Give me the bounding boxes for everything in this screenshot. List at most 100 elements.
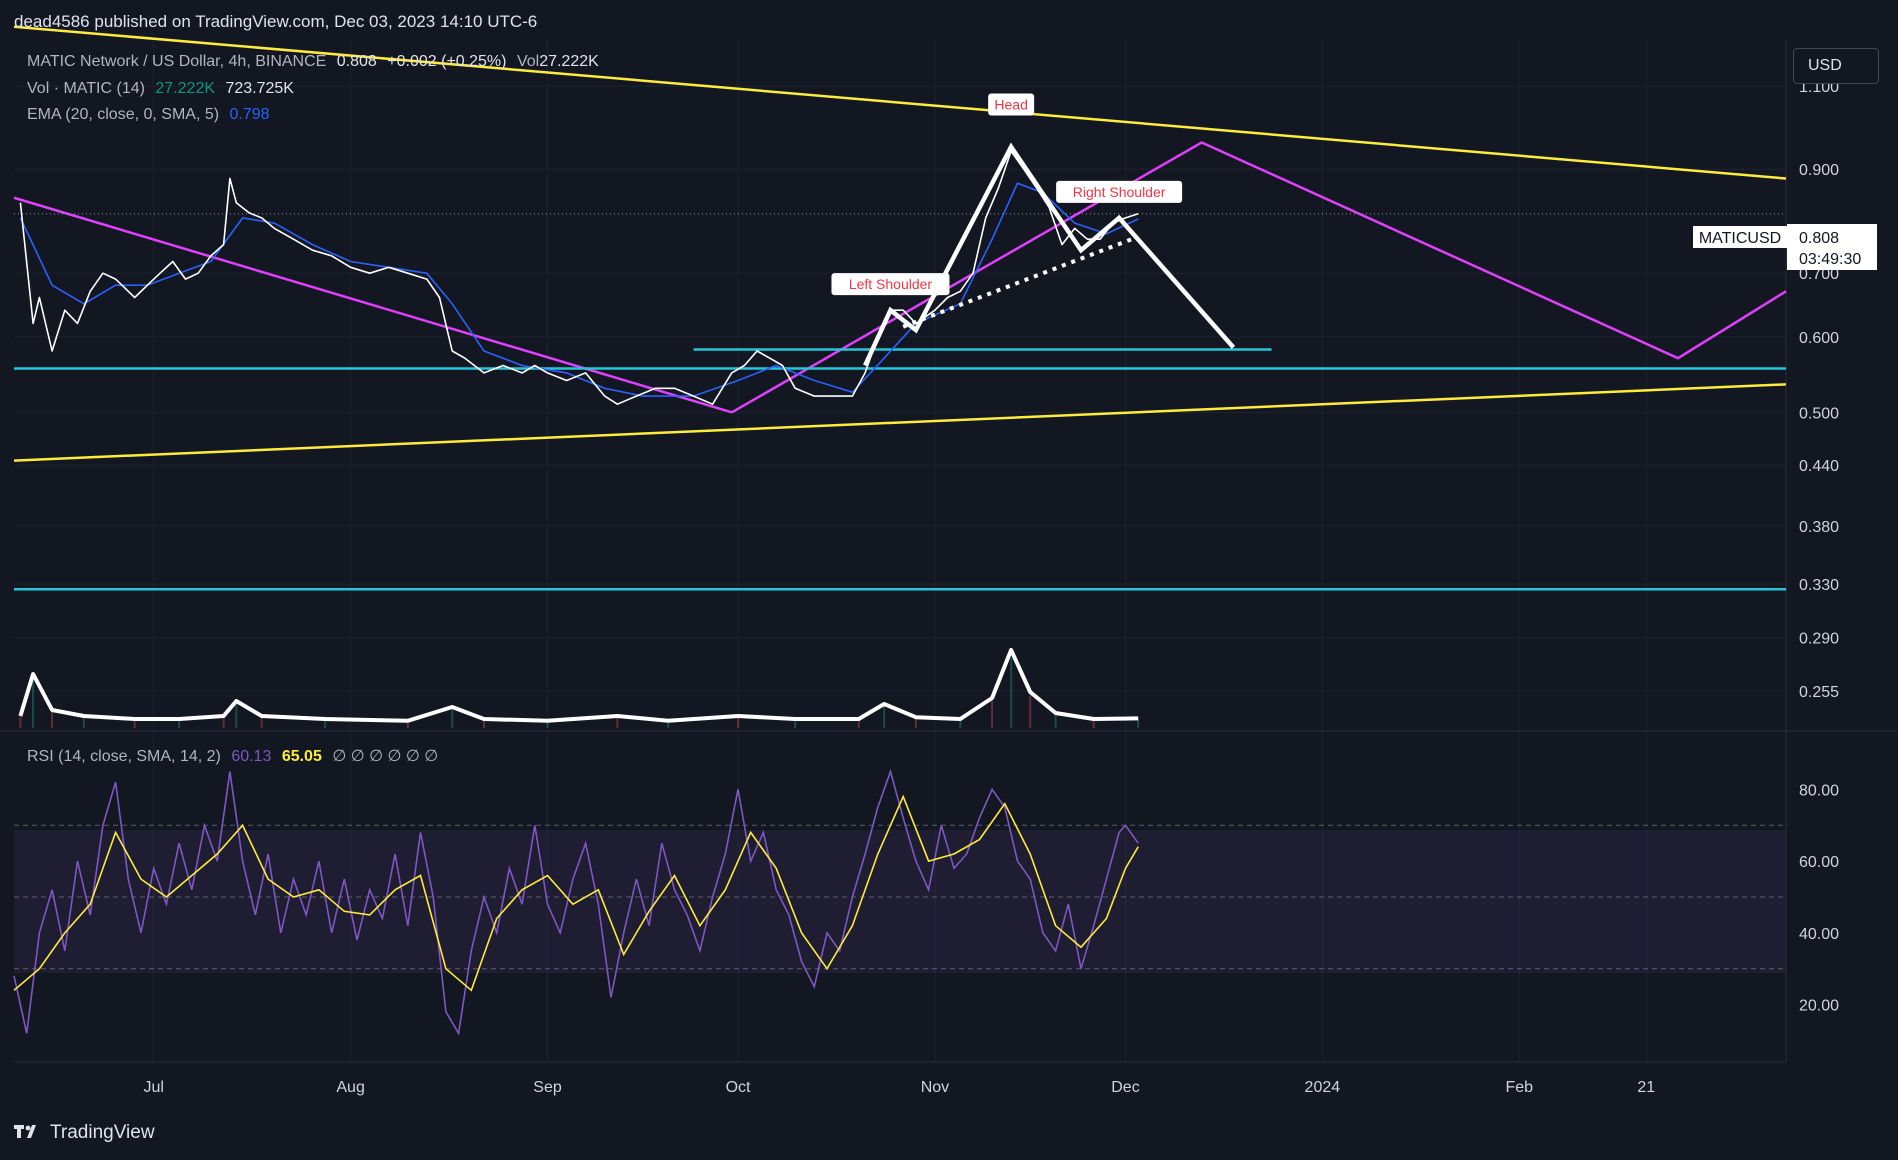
ema-legend-label[interactable]: EMA (20, close, 0, SMA, 5)	[27, 106, 220, 123]
annotations[interactable]: Left Shoulder Head Right Shoulder	[831, 93, 1183, 296]
price-tag: MATICUSD 0.808 03:49:30	[1693, 224, 1877, 270]
volume-bar	[883, 706, 886, 728]
volume-bar	[857, 719, 860, 728]
legend-price: 0.808	[336, 53, 377, 70]
volume-bar	[133, 719, 136, 728]
price-axis-tick[interactable]: 0.500	[1799, 405, 1839, 422]
volume-bar	[1092, 719, 1095, 728]
annotation-box[interactable]	[1056, 180, 1183, 203]
tradingview-logo-text: TradingView	[50, 1122, 155, 1143]
time-axis-tick[interactable]: Nov	[921, 1079, 949, 1096]
volume-bar	[1054, 714, 1057, 728]
rsi-legend-value: 60.13	[231, 748, 272, 765]
rsi-legend[interactable]: RSI (14, close, SMA, 14, 2) 60.13 65.05 …	[27, 746, 438, 766]
pattern-polyline[interactable]	[863, 142, 1236, 367]
time-axis[interactable]: Jul Aug Sep Oct Nov Dec 2024 Feb 21	[144, 1079, 1656, 1096]
rsi-legend-label[interactable]: RSI (14, close, SMA, 14, 2)	[27, 748, 221, 765]
volume-bar	[1010, 657, 1013, 728]
time-axis-tick[interactable]: Aug	[336, 1079, 364, 1096]
volume-bar	[991, 701, 994, 728]
volume-bar	[324, 719, 327, 728]
annotation-label[interactable]: Right Shoulder	[1073, 184, 1166, 200]
trendline-yellow-lower[interactable]	[13, 383, 1787, 462]
rsi-axis-tick[interactable]: 60.00	[1799, 854, 1839, 871]
volume-bar	[1137, 719, 1140, 728]
drawings[interactable]	[13, 25, 1787, 591]
time-axis-tick[interactable]: 21	[1637, 1079, 1655, 1096]
publish-header: dead4586 published on TradingView.com, D…	[14, 12, 538, 31]
time-axis-tick[interactable]: Dec	[1111, 1079, 1139, 1096]
time-axis-tick[interactable]: Sep	[533, 1079, 562, 1096]
price-axis-tick[interactable]: 0.255	[1799, 684, 1839, 701]
volume-bar	[914, 718, 917, 728]
volume-bar	[222, 717, 225, 728]
rsi-band-fill	[14, 830, 1786, 973]
volume-bar	[667, 721, 670, 728]
rsi-axis-tick[interactable]: 20.00	[1799, 998, 1839, 1015]
volume-ma-line	[18, 648, 1139, 723]
volume-legend-label[interactable]: Vol · MATIC (14)	[27, 80, 145, 97]
rsi-legend-ma-value: 65.05	[281, 748, 322, 765]
series	[19, 150, 1139, 406]
trendline-yellow-upper[interactable]	[13, 25, 1787, 180]
price-tag-price: 0.808	[1799, 230, 1839, 247]
currency-button[interactable]: USD	[1793, 48, 1879, 84]
annotation-label[interactable]: Head	[994, 96, 1027, 112]
annotation-box[interactable]	[988, 93, 1035, 116]
ema-legend[interactable]: EMA (20, close, 0, SMA, 5) 0.798	[27, 106, 270, 124]
rsi-axis-tick[interactable]: 80.00	[1799, 782, 1839, 799]
annotation-box[interactable]	[831, 273, 950, 296]
volume-bar	[82, 717, 85, 728]
time-axis-tick[interactable]: 2024	[1305, 1079, 1341, 1096]
volume-bar	[737, 717, 740, 728]
volume-bar	[51, 711, 54, 728]
time-axis-tick[interactable]: Feb	[1505, 1079, 1533, 1096]
price-axis[interactable]: 1.1000.9000.7000.6000.5000.4400.3800.330…	[1799, 79, 1839, 701]
price-axis-tick[interactable]: 0.290	[1799, 631, 1839, 648]
volume-legend-v1: 27.222K	[155, 80, 216, 97]
price-axis-tick[interactable]: 0.440	[1799, 458, 1839, 475]
price-tag-symbol-box	[1693, 226, 1787, 248]
price-axis-tick[interactable]: 0.380	[1799, 519, 1839, 536]
volume-bar	[178, 719, 181, 728]
price-axis-tick[interactable]: 0.700	[1799, 266, 1839, 283]
volume-pane	[18, 648, 1140, 728]
volume-bar	[794, 719, 797, 728]
price-axis-tick[interactable]: 0.900	[1799, 162, 1839, 179]
price-axis-tick[interactable]: 0.330	[1799, 577, 1839, 594]
rsi-axis[interactable]: 80.00 60.00 40.00 20.00	[1799, 782, 1839, 1014]
trendline-magenta-projection[interactable]	[731, 141, 1787, 414]
price-tag-box	[1787, 224, 1877, 270]
rsi-ma-line	[13, 794, 1139, 992]
symbol-title[interactable]: MATIC Network / US Dollar, 4h, BINANCE	[27, 53, 327, 70]
rsi-legend-placeholders: ∅ ∅ ∅ ∅ ∅ ∅	[332, 748, 439, 765]
volume-bar	[260, 717, 263, 728]
price-tag-countdown: 03:49:30	[1799, 251, 1861, 268]
legend-vol-value: 27.222K	[539, 53, 599, 70]
volume-bar	[32, 679, 35, 728]
volume-bar	[235, 703, 238, 728]
volume-bar	[482, 719, 485, 728]
volume-bar	[451, 709, 454, 728]
rsi-axis-tick[interactable]: 40.00	[1799, 926, 1839, 943]
price-line	[19, 150, 1139, 406]
ema-line	[19, 182, 1139, 397]
symbol-legend[interactable]: MATIC Network / US Dollar, 4h, BINANCE 0…	[27, 53, 599, 71]
time-axis-tick[interactable]: Jul	[144, 1079, 164, 1096]
volume-legend[interactable]: Vol · MATIC (14) 27.222K 723.725K	[27, 80, 294, 98]
time-axis-tick[interactable]: Oct	[726, 1079, 751, 1096]
volume-bar	[1029, 695, 1032, 728]
annotation-label[interactable]: Left Shoulder	[849, 276, 933, 292]
head-shoulders-pattern[interactable]	[863, 142, 1236, 367]
ema-legend-value: 0.798	[229, 106, 270, 123]
volume-legend-v2: 723.725K	[225, 80, 294, 97]
trendline-magenta-descending[interactable]	[13, 196, 733, 414]
price-axis-tick[interactable]: 0.600	[1799, 330, 1839, 347]
volume-bar	[959, 719, 962, 728]
volume-bar	[546, 721, 549, 728]
neckline-dotted[interactable]	[902, 237, 1133, 329]
rsi-pane	[13, 768, 1139, 1036]
volume-bar	[616, 717, 619, 728]
